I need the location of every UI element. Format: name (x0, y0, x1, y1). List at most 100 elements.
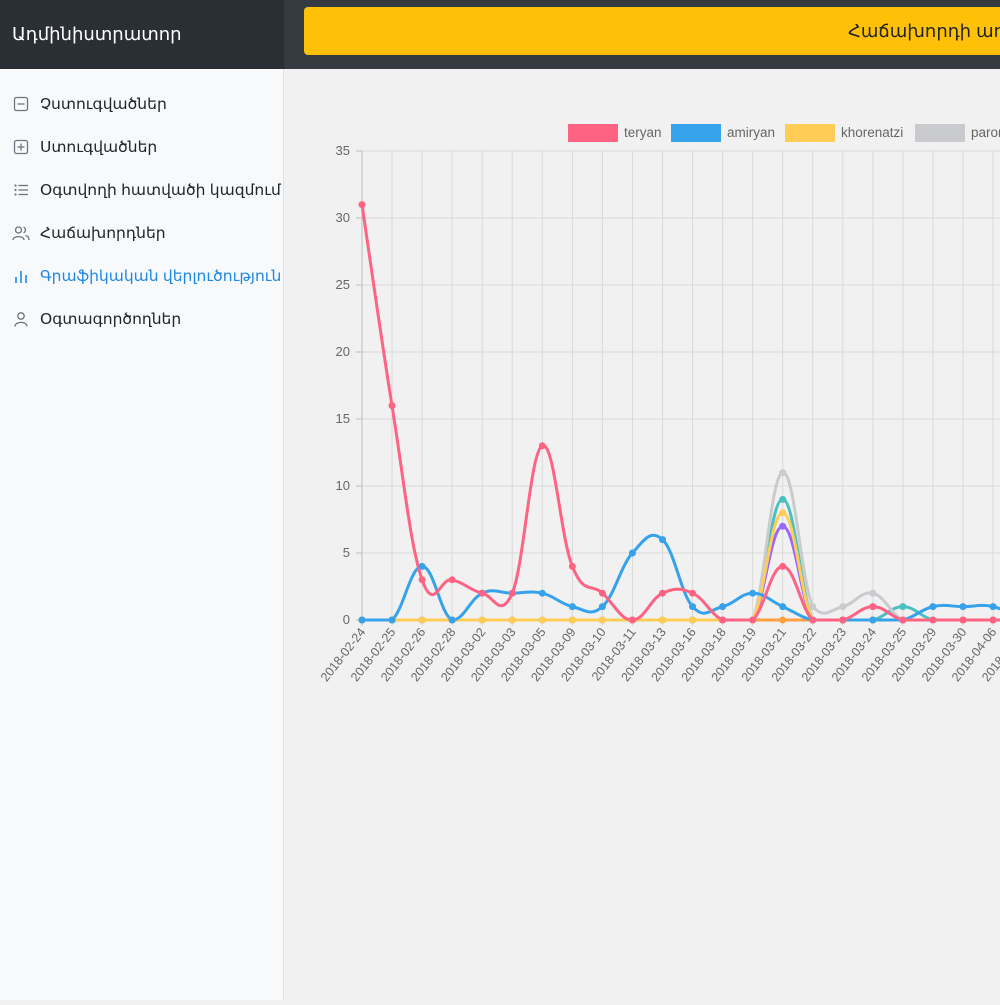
sidebar-item-segment-builder[interactable]: Օգտվողի հատվածի կազմում (0, 175, 284, 205)
sidebar-item-customers[interactable]: Հաճախորդներ (0, 218, 284, 248)
bar-chart-icon (11, 266, 31, 286)
data-point[interactable] (568, 562, 576, 570)
data-point[interactable] (689, 603, 697, 611)
y-tick-label: 25 (336, 277, 350, 292)
sidebar-item-graphical-analysis[interactable]: Գրաֆիկական վերլուծություն (0, 261, 284, 291)
data-point[interactable] (598, 616, 606, 624)
data-point[interactable] (538, 442, 546, 450)
data-point[interactable] (388, 616, 396, 624)
data-point[interactable] (358, 201, 366, 209)
data-point[interactable] (869, 589, 877, 597)
legend-swatch[interactable] (568, 124, 618, 142)
data-point[interactable] (478, 616, 486, 624)
data-point[interactable] (989, 616, 997, 624)
minus-square-icon (11, 94, 31, 114)
line-chart: 051015202530352018-02-242018-02-252018-0… (318, 124, 1000, 684)
data-point[interactable] (929, 603, 937, 611)
users-icon (11, 223, 31, 243)
data-point[interactable] (358, 616, 366, 624)
data-point[interactable] (869, 616, 877, 624)
data-point[interactable] (659, 616, 666, 624)
data-point[interactable] (448, 576, 456, 584)
legend-swatch[interactable] (785, 124, 835, 142)
data-point[interactable] (538, 589, 546, 597)
y-tick-label: 15 (336, 411, 350, 426)
brand-title[interactable]: Ադմինիստրատոր (0, 0, 284, 69)
legend-label[interactable]: khorenatzi (841, 125, 903, 140)
data-point[interactable] (418, 576, 426, 584)
data-point[interactable] (448, 616, 456, 624)
data-point[interactable] (929, 616, 937, 624)
series-line (362, 533, 1000, 622)
data-point[interactable] (568, 603, 576, 611)
sidebar-item-unchecked[interactable]: Չստուգվածներ (0, 89, 284, 119)
legend-label[interactable]: teryan (624, 125, 662, 140)
main-content: 0 5 10 15 20 25 30 35 2018-02-24 2018-02-25 2018-0… (285, 69, 1000, 1000)
data-point[interactable] (989, 603, 997, 611)
data-point[interactable] (689, 589, 697, 597)
data-point[interactable] (628, 616, 636, 624)
series-line (360, 204, 1000, 622)
data-point[interactable] (899, 603, 907, 611)
data-point[interactable] (809, 616, 817, 624)
data-point[interactable] (659, 536, 666, 544)
data-point[interactable] (418, 616, 426, 624)
y-tick-label: 20 (336, 344, 350, 359)
data-point[interactable] (689, 616, 697, 624)
sidebar-item-label: Օգտվողի հատվածի կազմում (40, 181, 281, 199)
sidebar-item-checked[interactable]: Ստուգվածներ (0, 132, 284, 162)
data-point[interactable] (869, 603, 877, 611)
data-point[interactable] (538, 616, 546, 624)
data-point[interactable] (508, 616, 516, 624)
data-point[interactable] (779, 495, 787, 503)
data-point[interactable] (839, 603, 847, 611)
data-point[interactable] (779, 522, 787, 530)
data-point[interactable] (478, 589, 486, 597)
series-line (362, 471, 1000, 622)
data-point[interactable] (418, 562, 426, 570)
data-point[interactable] (779, 603, 787, 611)
data-point[interactable] (779, 616, 787, 624)
sidebar-item-label: Հաճախորդներ (40, 224, 166, 242)
data-point[interactable] (598, 603, 606, 611)
data-point[interactable] (659, 589, 666, 597)
top-navbar: Ադմինիստրատոր Հաճախորդի առ (0, 0, 1000, 69)
plus-square-icon (11, 137, 31, 157)
data-point[interactable] (568, 616, 576, 624)
legend-swatch[interactable] (915, 124, 965, 142)
y-tick-label: 30 (336, 210, 350, 225)
data-point[interactable] (899, 616, 907, 624)
sidebar-item-label: Գրաֆիկական վերլուծություն (40, 267, 282, 285)
legend-swatch[interactable] (671, 124, 721, 142)
data-point[interactable] (779, 509, 787, 517)
sidebar-item-label: Ստուգվածներ (40, 138, 158, 156)
data-point[interactable] (959, 603, 967, 611)
data-point[interactable] (749, 616, 757, 624)
data-point[interactable] (598, 589, 606, 597)
data-point[interactable] (508, 589, 516, 597)
data-point[interactable] (719, 603, 727, 611)
y-tick-label: 10 (336, 478, 350, 493)
data-point[interactable] (719, 616, 727, 624)
y-tick-label: 0 (343, 612, 350, 627)
y-tick-label: 5 (343, 545, 350, 560)
sidebar-item-users[interactable]: Օգտագործողներ (0, 304, 284, 334)
data-point[interactable] (809, 603, 817, 611)
data-point[interactable] (839, 616, 847, 624)
data-point[interactable] (779, 562, 787, 570)
data-point[interactable] (779, 469, 787, 477)
sidebar-item-label: Չստուգվածներ (40, 95, 167, 113)
user-icon (11, 309, 31, 329)
series-line (362, 497, 1000, 622)
data-point[interactable] (749, 589, 757, 597)
y-tick-label: 35 (336, 143, 350, 158)
sidebar-item-label: Օգտագործողներ (40, 310, 182, 328)
list-icon (11, 180, 31, 200)
alert-banner: Հաճախորդի առ (304, 7, 1000, 55)
data-point[interactable] (628, 549, 636, 557)
sidebar: Չստուգվածներ Ստուգվածներ Օգտվողի հատվածի… (0, 69, 284, 1000)
data-point[interactable] (959, 616, 967, 624)
legend-label[interactable]: paron (971, 125, 1000, 140)
legend-label[interactable]: amiryan (727, 125, 775, 140)
data-point[interactable] (388, 402, 396, 410)
